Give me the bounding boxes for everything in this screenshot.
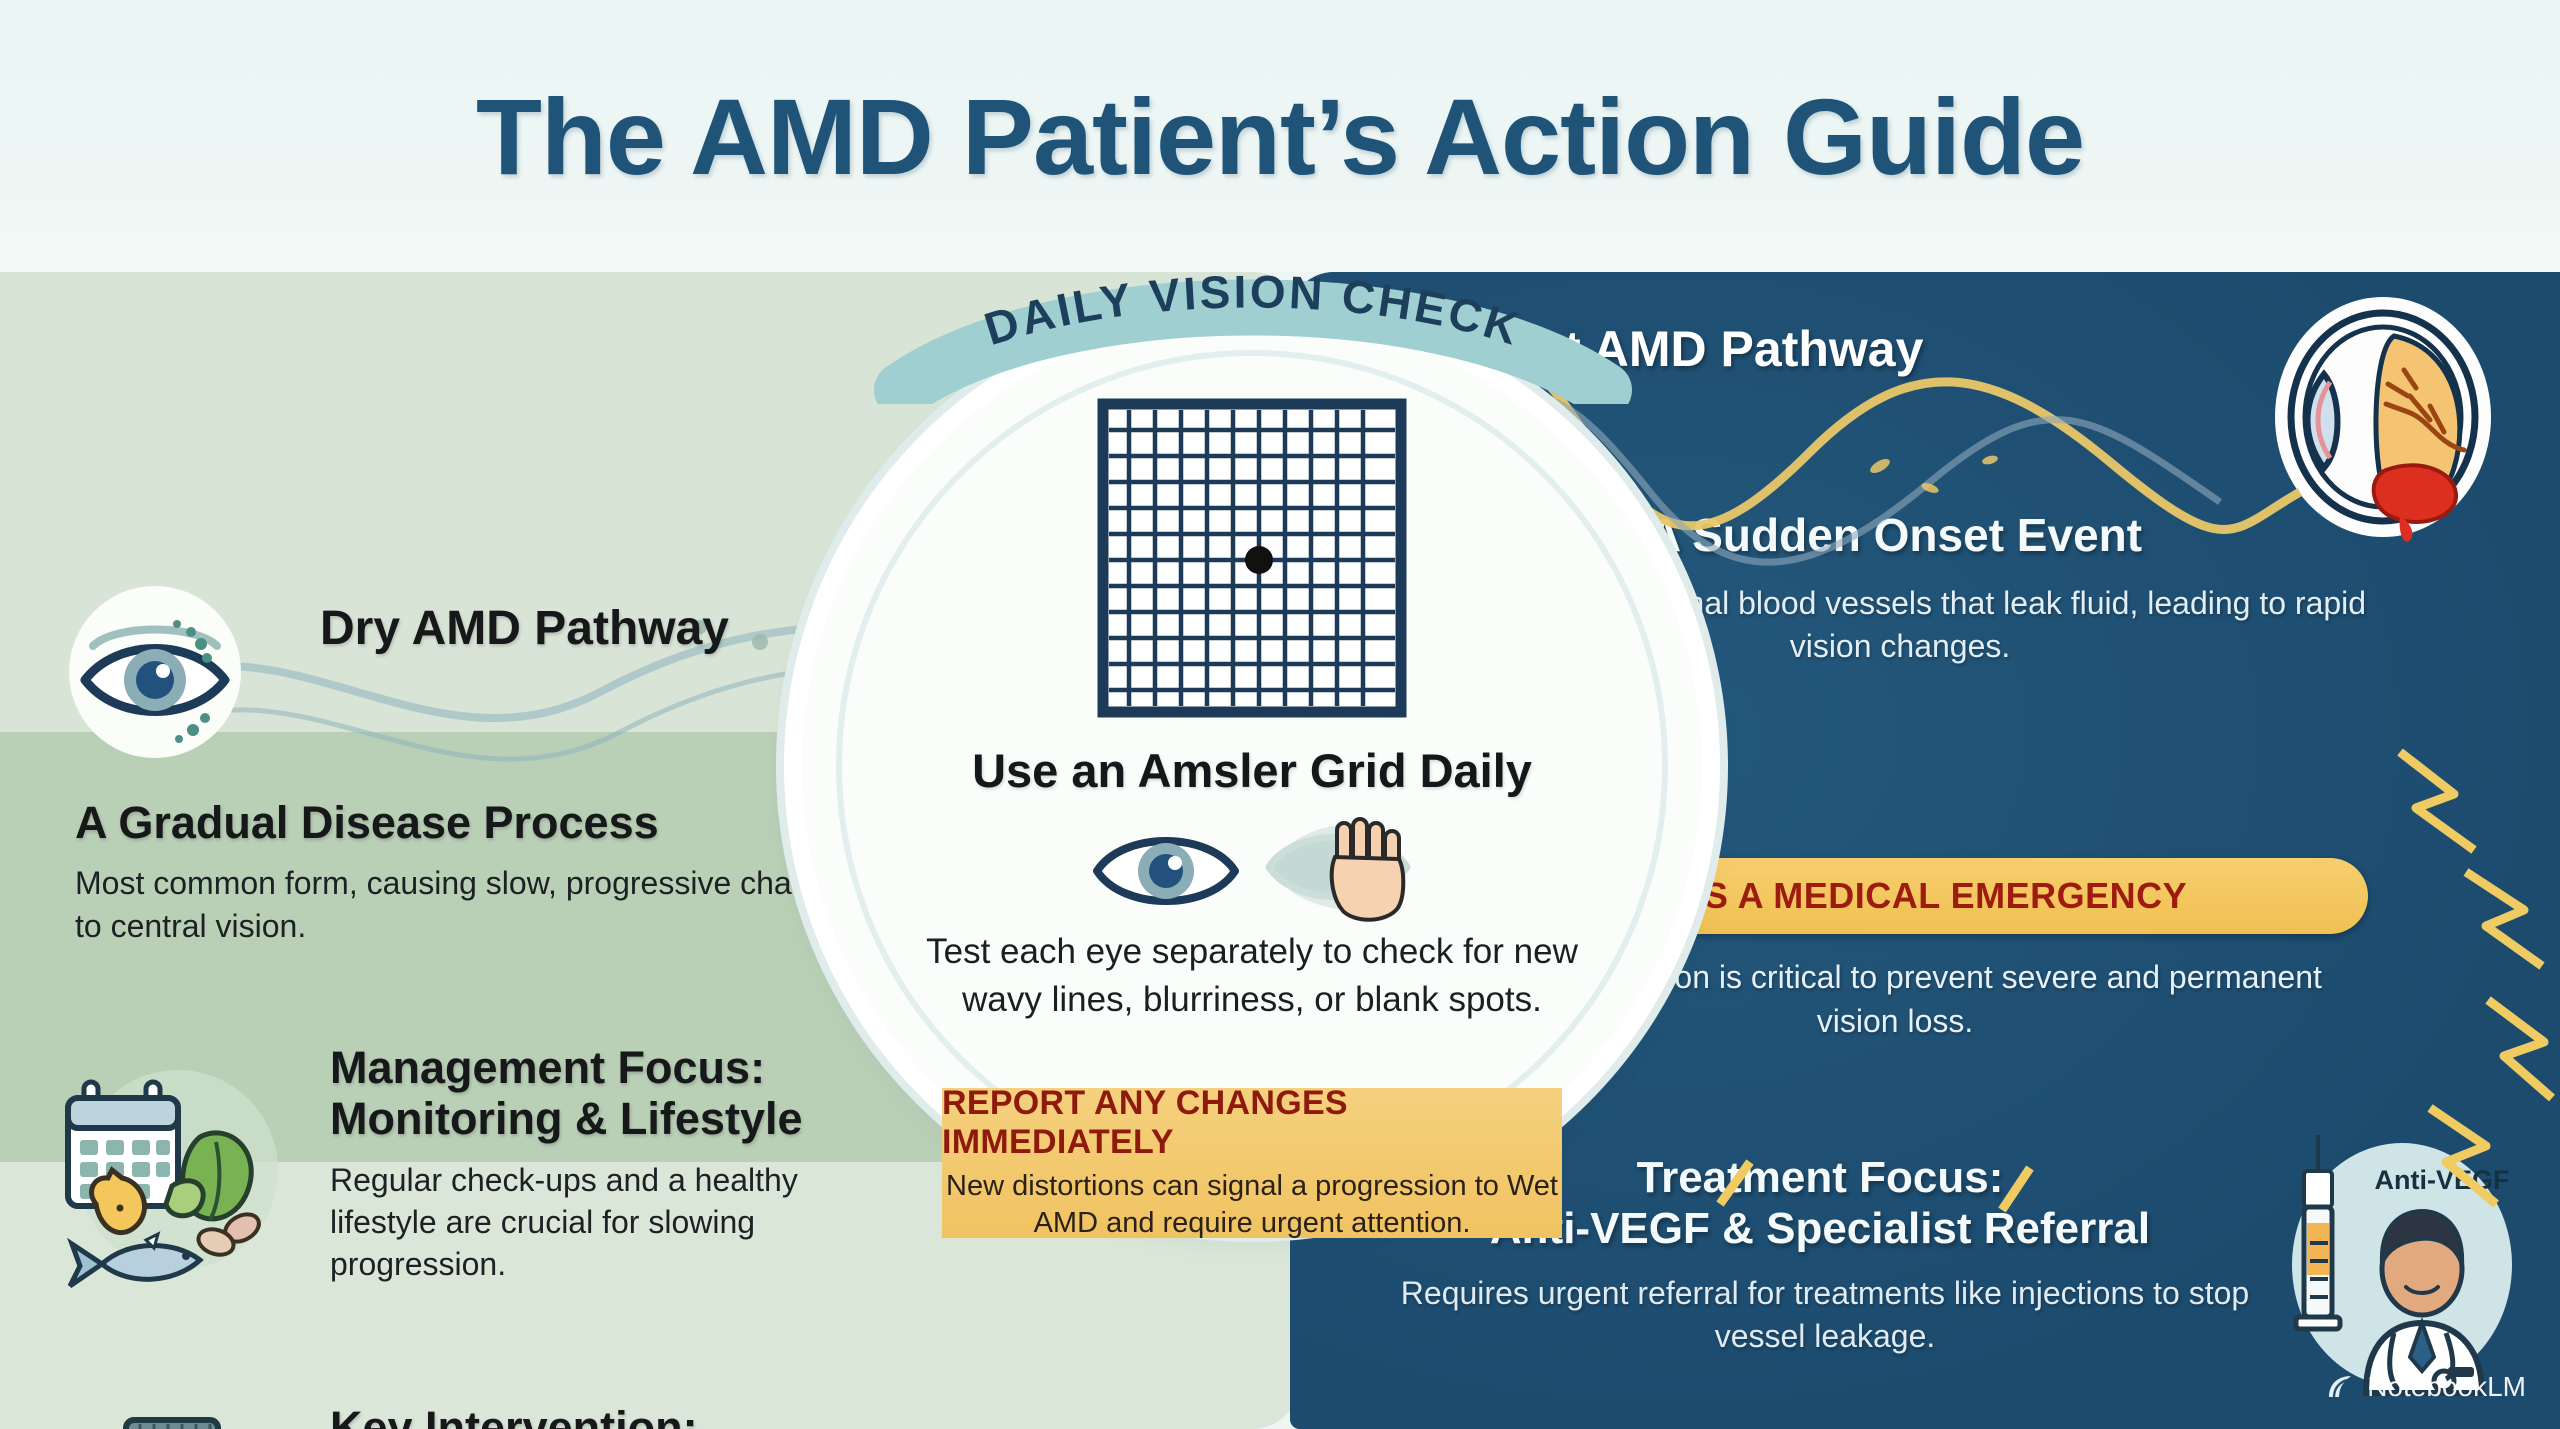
eye-icon (69, 586, 241, 758)
treatment-heading: Treatment Focus: Anti-VEGF & Specialist … (1350, 1152, 2290, 1254)
amsler-grid-icon (1097, 398, 1407, 718)
dry-section-3-heading-line1: Key Intervention: (330, 1402, 698, 1429)
watermark: NotebookLM (2325, 1371, 2526, 1403)
daily-vision-check-banner: DAILY VISION CHECK (874, 274, 1632, 404)
syringe-label: Anti-VEGF (2375, 1165, 2510, 1195)
dry-pathway-label: Dry AMD Pathway (320, 602, 729, 655)
dry-section-1-body: Most common form, causing slow, progress… (75, 865, 862, 944)
dry-section-1: A Gradual Disease Process Most common fo… (75, 797, 895, 947)
dry-section-3: AREDS 2 Key Intervention: AREDS 2 Supple… (70, 1402, 940, 1429)
calendar-nutrition-icon-wrapper (50, 1042, 300, 1292)
dry-section-1-heading: A Gradual Disease Process (75, 797, 659, 848)
eye-covered-by-hand-icon (1265, 817, 1411, 922)
center-eye-icons (782, 813, 1722, 928)
watermark-label: NotebookLM (2367, 1371, 2526, 1402)
dry-section-2: Management Focus: Monitoring & Lifestyle… (50, 1042, 920, 1292)
report-changes-body: New distortions can signal a progression… (946, 1170, 1558, 1239)
center-body: Test each eye separately to check for ne… (926, 932, 1578, 1020)
eye-anatomy-bleeding-icon (2275, 297, 2491, 542)
dry-section-3-text: Key Intervention: AREDS 2 Supplements Sp… (330, 1402, 910, 1429)
eye-icon-wrapper (55, 572, 255, 772)
dry-pathway-header (55, 572, 915, 772)
dry-section-2-heading-line2: Monitoring & Lifestyle (330, 1093, 803, 1145)
dry-section-2-heading-line1: Management Focus: (330, 1042, 766, 1093)
supplement-bottle-icon-wrapper: AREDS 2 (70, 1402, 300, 1429)
dry-section-2-text: Management Focus: Monitoring & Lifestyle… (330, 1042, 910, 1285)
calendar-nutrition-icon (65, 1070, 278, 1289)
treatment-heading-line1: Treatment Focus: (1636, 1153, 2004, 1202)
supplement-bottle-icon: AREDS 2 (123, 1417, 221, 1429)
eye-icon (1093, 836, 1239, 905)
treatment-heading-line2: Anti-VEGF & Specialist Referral (1489, 1204, 2151, 1254)
report-changes-banner: REPORT ANY CHANGES IMMEDIATELY New disto… (942, 1084, 1562, 1239)
page-title: The AMD Patient’s Action Guide (475, 75, 2085, 197)
treatment-body: Requires urgent referral for treatments … (1400, 1275, 2250, 1354)
daily-vision-check-circle: DAILY VISION CHECK Use an Amsler Grid Da… (782, 274, 1722, 1408)
report-changes-title: REPORT ANY CHANGES IMMEDIATELY (942, 1084, 1348, 1162)
header-banner: The AMD Patient’s Action Guide (0, 0, 2560, 272)
notebooklm-logo-icon (2329, 1376, 2352, 1398)
doctor-syringe-icon: Anti-VEGF (2292, 1135, 2512, 1396)
center-heading: Use an Amsler Grid Daily (972, 744, 1532, 797)
dry-section-2-body: Regular check-ups and a healthy lifestyl… (330, 1161, 798, 1283)
